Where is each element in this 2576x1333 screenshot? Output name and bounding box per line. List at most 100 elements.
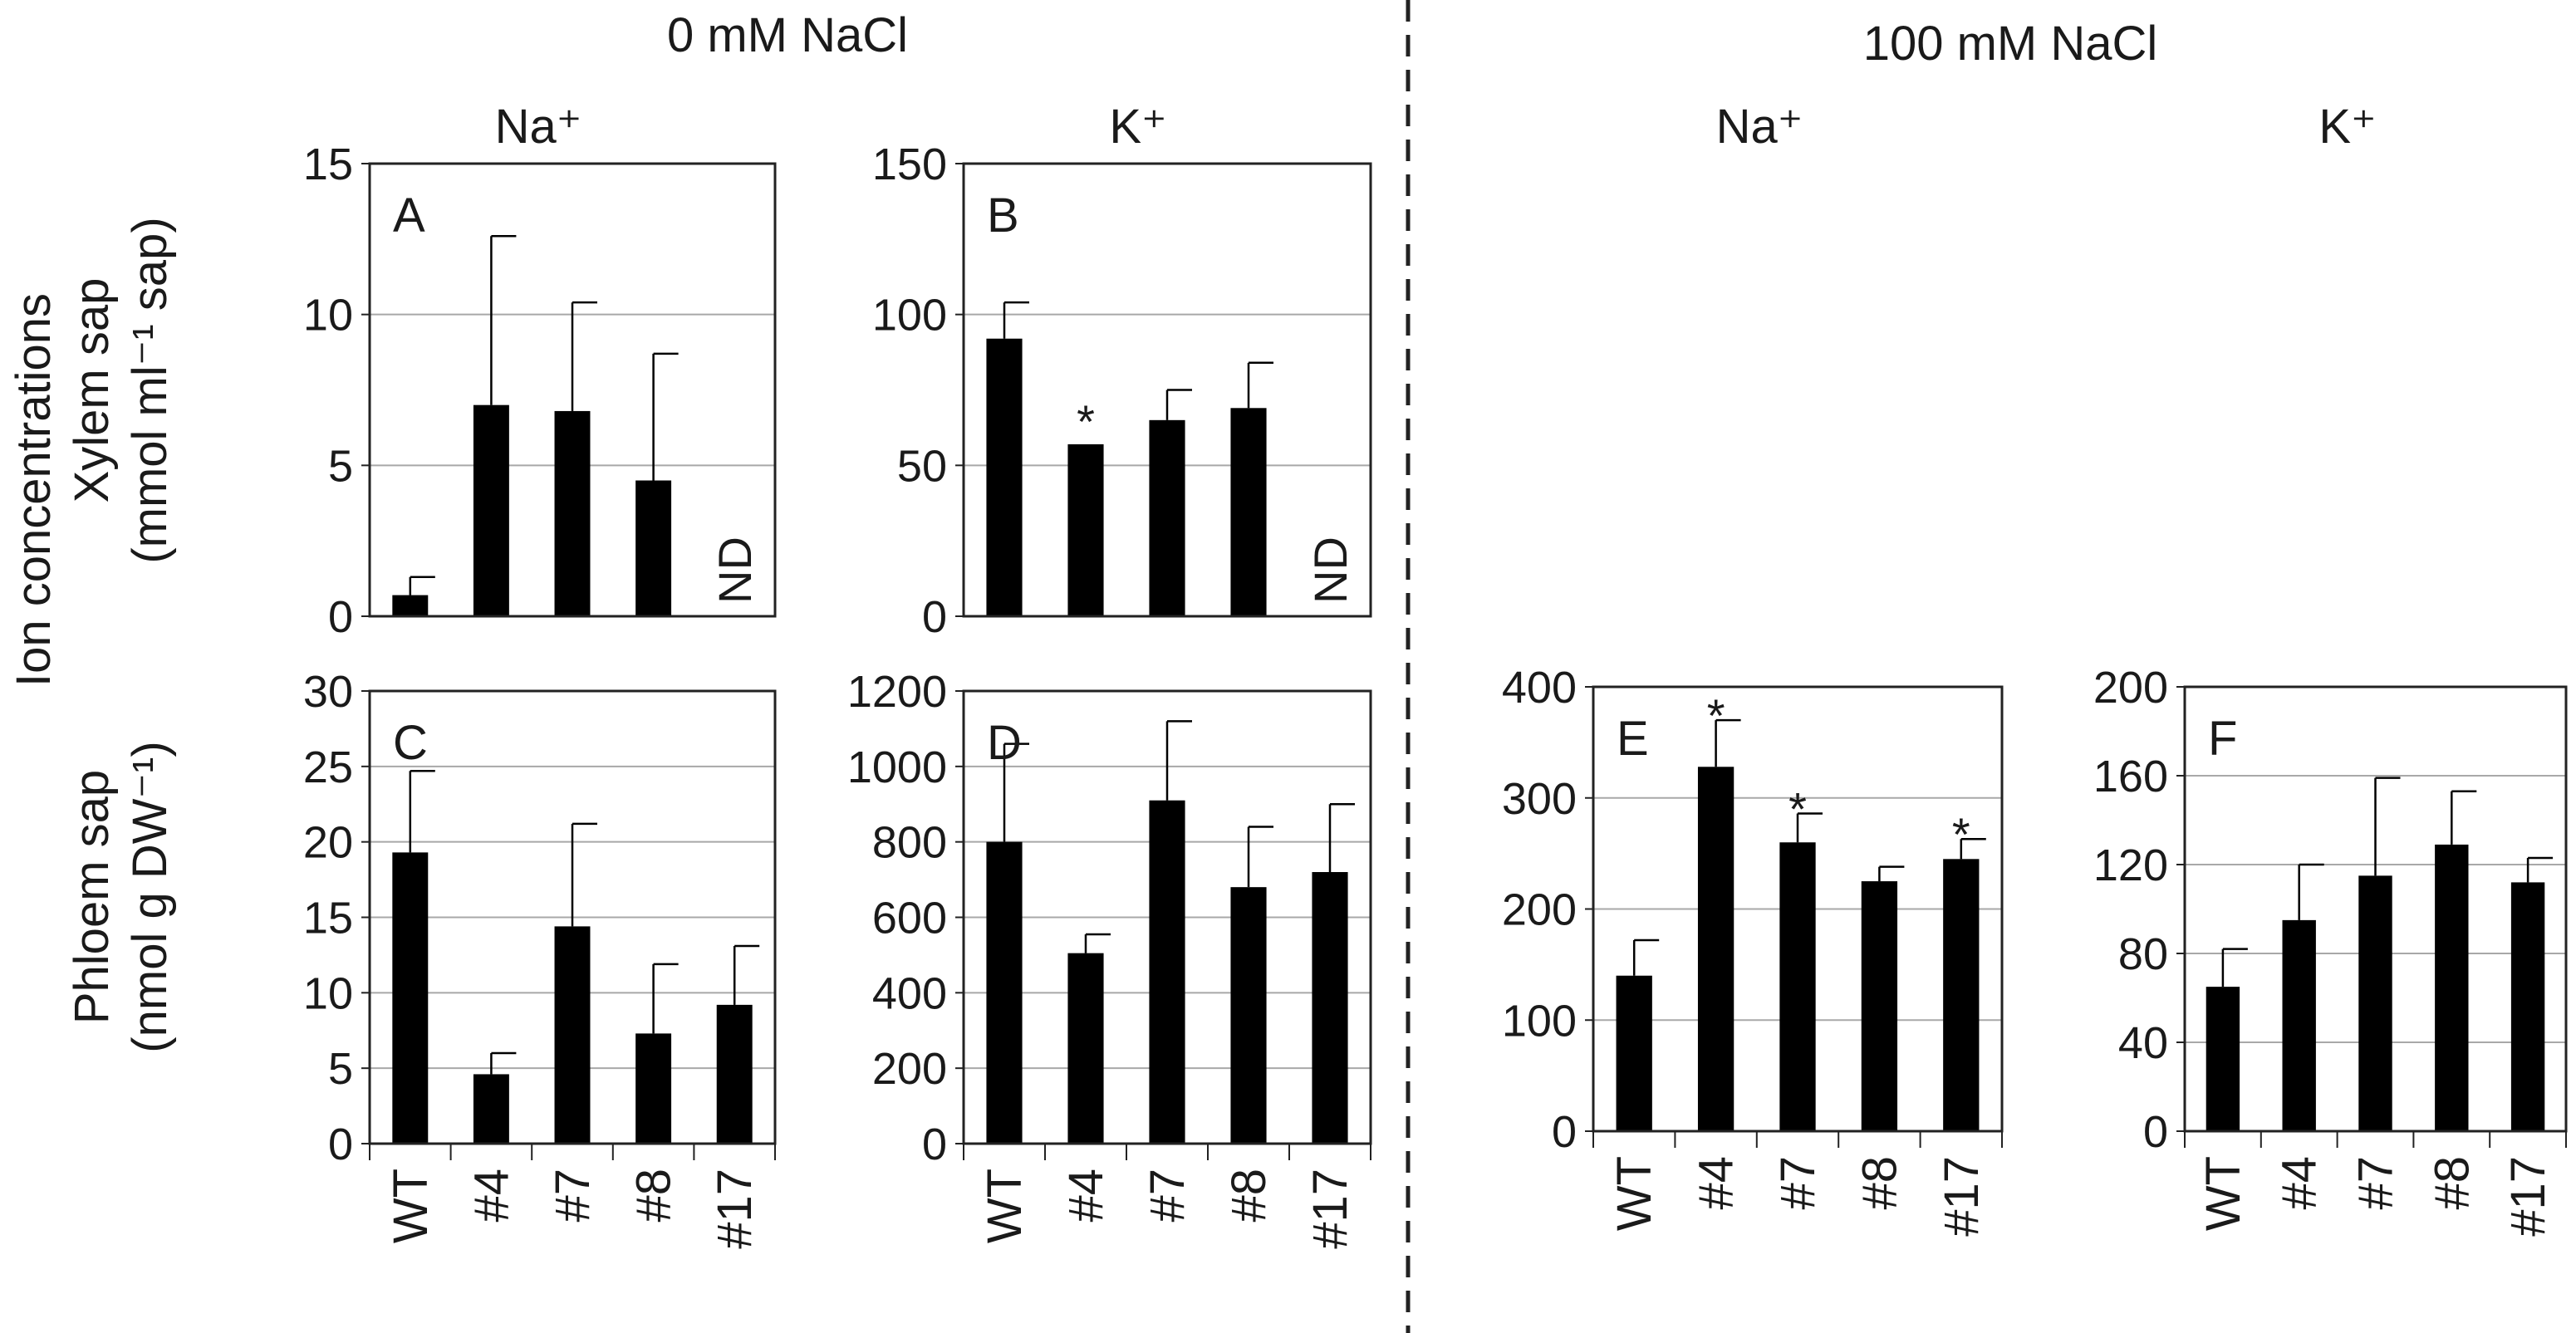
y-tick-label: 0	[328, 1120, 353, 1169]
x-category-label: #7	[546, 1169, 600, 1223]
not-detected-label: ND	[709, 537, 761, 604]
x-category-label: WT	[1607, 1156, 1661, 1231]
ylabel-ion-concentrations: Ion concentrations	[7, 293, 61, 687]
y-tick-label: 120	[2093, 840, 2168, 890]
y-tick-label: 25	[303, 742, 353, 792]
bar-line-4	[1067, 953, 1104, 1144]
y-tick-label: 200	[872, 1044, 947, 1094]
y-tick-label: 400	[1502, 663, 1577, 713]
bar-line-4	[2282, 919, 2316, 1131]
panel-frame	[368, 689, 777, 1145]
panel-frame	[1592, 685, 2004, 1133]
bar-line-7	[554, 926, 591, 1144]
x-category-label: #4	[2273, 1156, 2327, 1210]
y-tick-label: 600	[872, 894, 947, 943]
y-tick-label: 0	[2143, 1107, 2168, 1157]
y-tick-label: 5	[328, 441, 353, 491]
y-tick-label: 10	[303, 291, 353, 341]
x-category-label: #4	[1059, 1169, 1113, 1223]
condition-title-100mm: 100 mM NaCl	[1863, 17, 2158, 71]
y-tick-label: 1200	[847, 667, 947, 717]
x-category-label: #4	[1690, 1156, 1744, 1210]
ylabel-phloem-sap: Phloem sap	[65, 770, 119, 1024]
bar-line-4	[1067, 444, 1104, 616]
panel-f: 0 40 80 120 160 200 F WT #4 #7 #8 #17	[2093, 663, 2568, 1237]
bar-line-17	[2510, 882, 2545, 1131]
x-category-label: #7	[1141, 1169, 1195, 1223]
bar-wt	[2206, 987, 2240, 1131]
panel-e: 0 100 200 300 400 * * * E WT #4 #7 #8 #17	[1502, 663, 2004, 1237]
bar-line-4	[473, 1074, 509, 1144]
significance-asterisk: *	[1077, 395, 1095, 448]
y-tick-label: 200	[1502, 885, 1577, 935]
panel-letter: B	[987, 189, 1019, 243]
bar-line-7	[2358, 875, 2392, 1131]
panel-frame	[368, 162, 777, 618]
x-category-label: #8	[2425, 1156, 2479, 1210]
ion-title-k-100mm: K⁺	[2318, 100, 2376, 154]
y-axis-labels: Ion concentrations Xylem sap (mmol ml⁻¹ …	[7, 217, 177, 1052]
panel-letter: F	[2208, 712, 2237, 766]
panel-a: 0 5 10 15 ND A	[303, 140, 777, 642]
bar-line-7	[1149, 419, 1185, 616]
ion-title-na-100mm: Na⁺	[1716, 100, 1803, 154]
x-category-label: #17	[1935, 1156, 1989, 1237]
bar-wt	[392, 852, 429, 1144]
bar-line-7	[554, 410, 591, 616]
bar-line-8	[2435, 844, 2469, 1131]
y-tick-label: 100	[1502, 996, 1577, 1046]
bar-line-7	[1149, 800, 1185, 1144]
y-tick-label: 5	[328, 1044, 353, 1094]
panel-frame	[2183, 685, 2568, 1133]
bar-line-8	[1230, 408, 1267, 616]
ion-title-k-0mm: K⁺	[1109, 100, 1166, 154]
chart-panels: 0 5 10 15 ND A 0 50 100 150 * ND B 0 5 10 15 20 25 30 C WT #4 #…	[303, 140, 2568, 1249]
panel-b: 0 50 100 150 * ND B	[872, 140, 1372, 642]
x-category-label: #17	[2501, 1156, 2555, 1237]
bar-line-8	[635, 1033, 672, 1144]
bar-line-17	[1943, 859, 1980, 1131]
panel-d: 0 200 400 600 800 1000 1200 D WT #4 #7 #8 #17	[847, 667, 1372, 1249]
bar-line-8	[1861, 881, 1898, 1131]
y-tick-label: 15	[303, 140, 353, 189]
ylabel-xylem-sap: Xylem sap	[65, 278, 119, 503]
y-tick-label: 0	[922, 1120, 947, 1169]
y-tick-label: 30	[303, 667, 353, 717]
ylabel-xylem-unit: (mmol ml⁻¹ sap)	[123, 217, 177, 563]
y-tick-label: 0	[1552, 1107, 1577, 1157]
x-category-label: #8	[1852, 1156, 1906, 1210]
y-tick-label: 40	[2118, 1018, 2168, 1068]
bar-wt	[986, 841, 1023, 1144]
bar-line-7	[1779, 842, 1816, 1131]
panel-letter: C	[393, 716, 428, 770]
bar-line-8	[635, 480, 672, 616]
y-tick-label: 10	[303, 968, 353, 1018]
panel-letter: D	[987, 716, 1022, 770]
y-tick-label: 20	[303, 818, 353, 868]
not-detected-label: ND	[1304, 537, 1357, 604]
bar-line-4	[1697, 767, 1735, 1131]
bar-line-17	[1312, 872, 1348, 1144]
y-tick-label: 200	[2093, 663, 2168, 713]
y-tick-label: 400	[872, 968, 947, 1018]
x-category-label: #8	[1222, 1169, 1276, 1223]
x-category-label: #7	[2349, 1156, 2403, 1210]
panel-letter: E	[1617, 712, 1649, 766]
ion-title-na-0mm: Na⁺	[495, 100, 582, 154]
x-category-label: #4	[464, 1169, 518, 1223]
y-tick-label: 160	[2093, 752, 2168, 801]
significance-asterisk: *	[1952, 808, 1970, 860]
x-category-label: WT	[384, 1169, 438, 1243]
x-category-label: #8	[627, 1169, 681, 1223]
x-category-label: #7	[1771, 1156, 1825, 1210]
bar-wt	[986, 338, 1023, 616]
x-category-label: WT	[978, 1169, 1032, 1243]
y-tick-label: 50	[897, 441, 947, 491]
y-tick-label: 1000	[847, 742, 947, 792]
panel-frame	[962, 689, 1372, 1145]
panel-c: 0 5 10 15 20 25 30 C WT #4 #7 #8 #17	[303, 667, 777, 1249]
bar-wt	[1616, 975, 1652, 1131]
panel-letter: A	[393, 189, 425, 243]
figure-titles: 0 mM NaCl 100 mM NaCl Na⁺ K⁺ Na⁺ K⁺	[495, 8, 2377, 154]
